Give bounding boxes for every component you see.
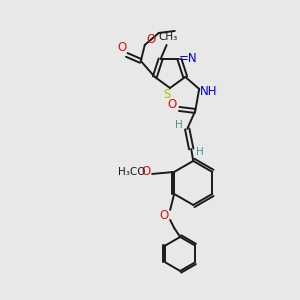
- Text: H: H: [196, 147, 204, 157]
- Text: O: O: [142, 165, 151, 178]
- Text: H₃CO: H₃CO: [118, 167, 146, 177]
- Text: S: S: [163, 88, 171, 100]
- Text: NH: NH: [200, 85, 217, 98]
- Text: O: O: [160, 209, 169, 222]
- Text: H: H: [175, 120, 183, 130]
- Text: O: O: [168, 98, 177, 111]
- Text: O: O: [117, 41, 126, 54]
- Text: =N: =N: [179, 52, 198, 64]
- Text: O: O: [146, 33, 155, 46]
- Text: CH₃: CH₃: [158, 32, 177, 42]
